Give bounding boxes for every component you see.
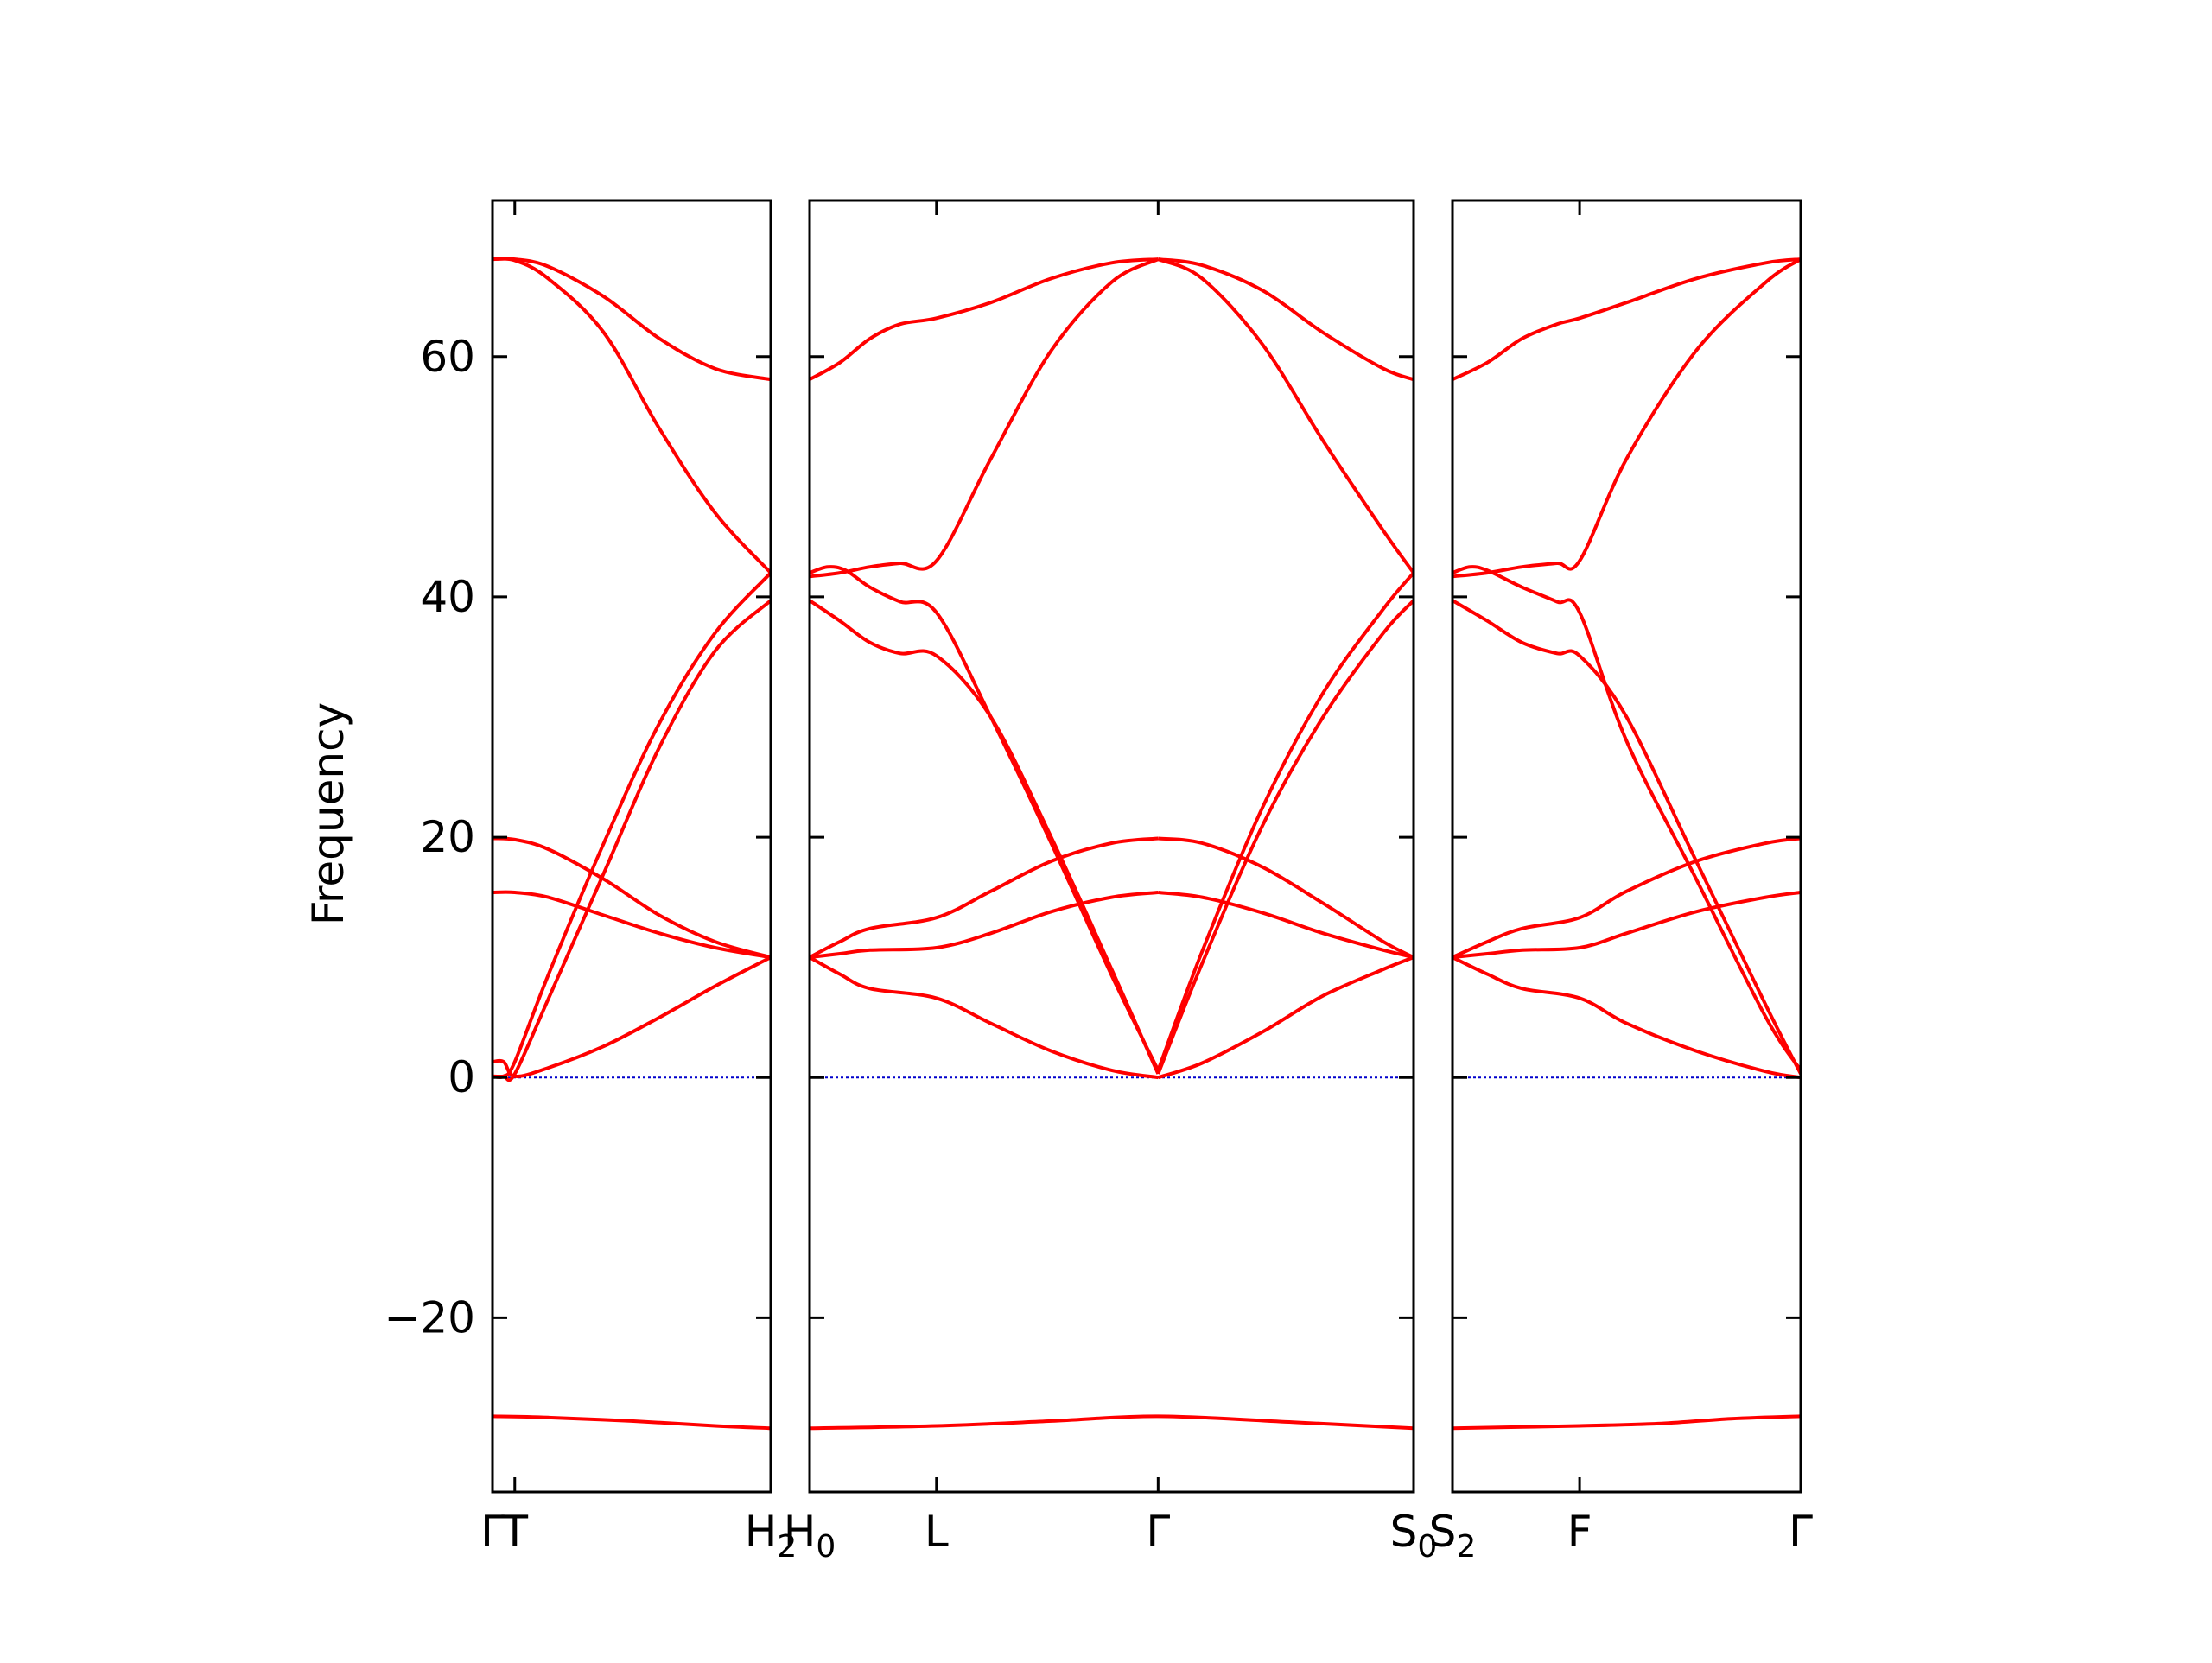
x-tick-label: H0 bbox=[784, 1507, 836, 1565]
band-line bbox=[1452, 836, 1801, 959]
x-tick-label: Γ bbox=[480, 1507, 505, 1557]
y-tick-label: 20 bbox=[420, 812, 475, 862]
band-line bbox=[1452, 257, 1801, 579]
x-tick-label: T bbox=[500, 1507, 528, 1557]
band-line bbox=[493, 836, 771, 960]
band-line bbox=[1158, 836, 1414, 959]
band-line bbox=[1452, 891, 1801, 960]
band-line bbox=[1156, 571, 1414, 1071]
panel-1: −20 0 20 40 60 ΓT H2 bbox=[384, 199, 798, 1565]
band-line bbox=[493, 571, 771, 1080]
band-line bbox=[493, 890, 771, 960]
band-line bbox=[1157, 955, 1414, 1080]
x-tick-label: S2 bbox=[1429, 1507, 1477, 1565]
band-line bbox=[493, 955, 771, 1078]
band-line bbox=[493, 257, 771, 574]
band-line bbox=[1157, 257, 1414, 574]
y-tick-label: 0 bbox=[448, 1052, 475, 1102]
band-line bbox=[810, 257, 1160, 579]
band-line bbox=[1452, 257, 1801, 382]
band-line bbox=[493, 599, 771, 1082]
band-line bbox=[1156, 599, 1414, 1075]
band-line bbox=[810, 891, 1159, 960]
panel-frame bbox=[808, 199, 1415, 1494]
band-line bbox=[1158, 891, 1414, 960]
band-line bbox=[493, 257, 771, 382]
x-tick-label: H2 bbox=[745, 1507, 798, 1565]
band-line bbox=[1452, 599, 1801, 1075]
x-tick-label: Γ bbox=[1146, 1507, 1170, 1557]
panel-frame bbox=[1451, 199, 1802, 1494]
band-line bbox=[493, 1414, 771, 1431]
band-line bbox=[1452, 1414, 1801, 1431]
band-line bbox=[810, 836, 1159, 959]
x-tick-label: S0 bbox=[1390, 1507, 1438, 1565]
band-line bbox=[1452, 565, 1801, 1072]
y-tick-label: 60 bbox=[420, 332, 475, 382]
band-line bbox=[1452, 955, 1801, 1080]
panel-frame bbox=[491, 199, 772, 1494]
panel-2: H0 L Γ S0 bbox=[784, 199, 1438, 1565]
x-tick-label: F bbox=[1567, 1507, 1592, 1557]
y-tick-label: 40 bbox=[420, 572, 475, 622]
x-tick-label: L bbox=[925, 1507, 949, 1557]
y-axis-label: Frequency bbox=[303, 702, 353, 925]
band-line bbox=[810, 955, 1159, 1080]
x-tick-label: Γ bbox=[1789, 1507, 1813, 1557]
band-line bbox=[810, 599, 1160, 1075]
panel-3: S2 F Γ bbox=[1429, 199, 1813, 1565]
y-tick-label: −20 bbox=[384, 1292, 475, 1342]
band-line bbox=[1158, 257, 1414, 382]
band-line bbox=[810, 565, 1160, 1071]
band-line bbox=[810, 1414, 1414, 1431]
band-line bbox=[810, 257, 1159, 381]
